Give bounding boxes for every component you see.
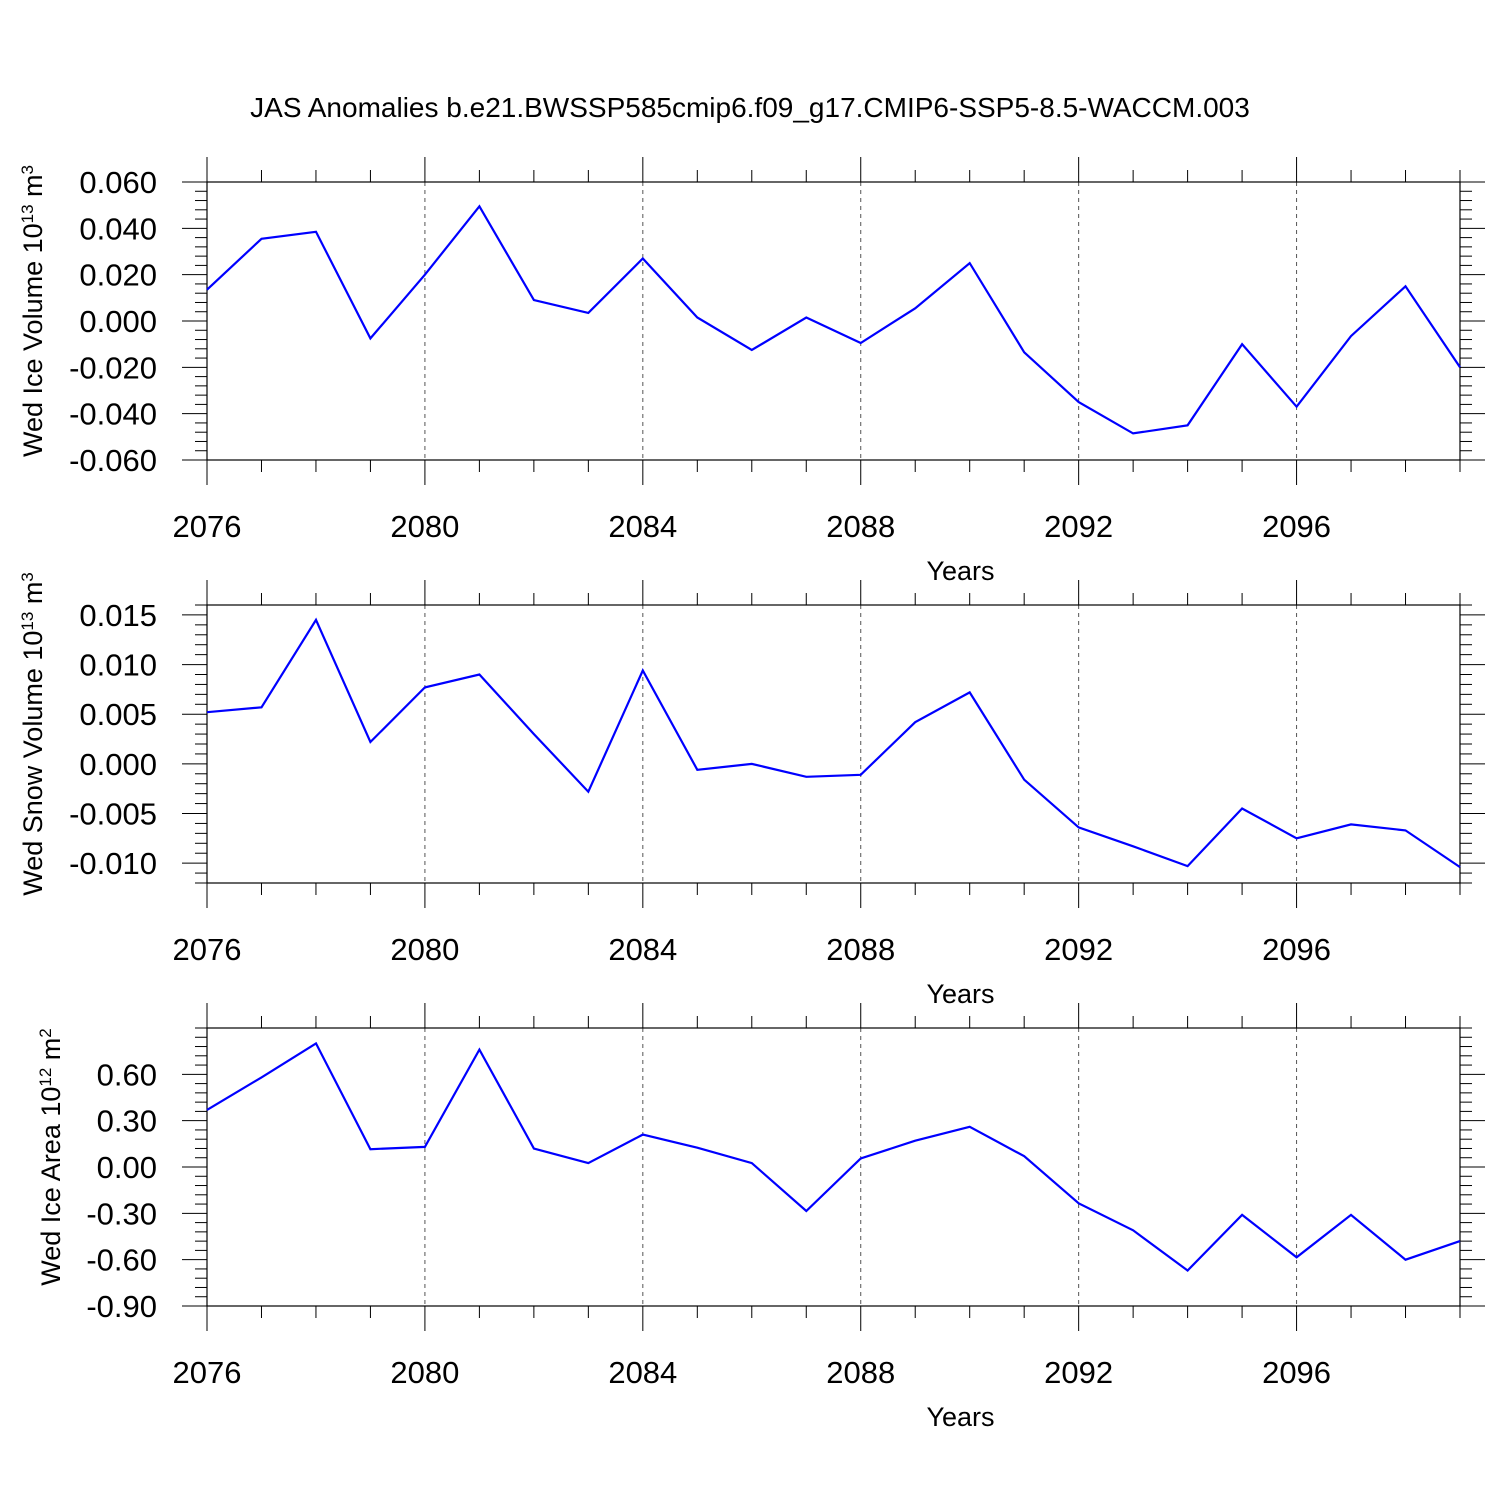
x-tick-label: 2076 (173, 1355, 242, 1390)
x-tick-label: 2096 (1262, 1355, 1331, 1390)
y-axis-title: Wed Ice Volume 1013 m3 (18, 165, 49, 457)
series-line (206, 204, 1461, 435)
x-axis-title: Years (926, 556, 994, 586)
series-line (206, 617, 1461, 869)
y-tick-label: -0.60 (86, 1243, 157, 1278)
y-tick-label: -0.30 (86, 1196, 157, 1231)
plot-frame (206, 1027, 1461, 1307)
chart-panel-2: -0.010 -0.005 0.000 0.005 0.010 0.015 2076 2080… (18, 572, 1485, 1009)
y-axis-title-part: Wed Ice Area 10 (36, 1087, 66, 1286)
plot-frame (206, 604, 1461, 884)
x-tick-label: 2088 (826, 932, 895, 967)
y-tick-label: -0.90 (86, 1289, 157, 1324)
y-axis-title-part: m (36, 1038, 66, 1068)
x-tick-label: 2080 (390, 932, 459, 967)
chart-panel-3: -0.90 -0.60 -0.30 0.00 0.30 0.60 2076 2080 2084 2… (36, 1003, 1485, 1432)
y-tick-label: 0.000 (79, 304, 157, 339)
y-tick-label: -0.020 (69, 350, 157, 385)
x-tick-label: 2096 (1262, 932, 1331, 967)
x-tick-label: 2080 (390, 1355, 459, 1390)
y-tick-label: 0.015 (79, 598, 157, 633)
y-tick-label: 0.005 (79, 697, 157, 732)
y-axis-title-part: m (18, 582, 48, 612)
x-tick-label: 2084 (608, 1355, 677, 1390)
y-axis-title-part: Wed Snow Volume 10 (18, 631, 48, 896)
y-tick-label: 0.010 (79, 648, 157, 683)
y-axis-title-superscript: 12 (36, 1068, 55, 1087)
chart-panel-1: -0.060 -0.040 -0.020 0.000 0.020 0.040 0.060 20… (18, 157, 1485, 586)
y-axis-title-superscript: 3 (18, 165, 37, 174)
y-tick-label: 0.60 (97, 1057, 157, 1092)
y-tick-label: 0.000 (79, 747, 157, 782)
y-tick-label: 0.00 (97, 1150, 157, 1185)
y-axis-title: Wed Ice Area 1012 m2 (36, 1028, 67, 1286)
y-tick-label: 0.020 (79, 258, 157, 293)
x-axis-title: Years (926, 1402, 994, 1432)
y-tick-label: -0.010 (69, 846, 157, 881)
y-axis-title: Wed Snow Volume 1013 m3 (18, 572, 49, 896)
x-tick-label: 2076 (173, 932, 242, 967)
figure-title: JAS Anomalies b.e21.BWSSP585cmip6.f09_g1… (250, 92, 1250, 123)
y-tick-label: 0.30 (97, 1104, 157, 1139)
x-tick-label: 2084 (608, 509, 677, 544)
y-axis-title-superscript: 13 (18, 612, 37, 631)
x-tick-label: 2096 (1262, 509, 1331, 544)
x-tick-label: 2076 (173, 509, 242, 544)
x-tick-label: 2088 (826, 1355, 895, 1390)
x-tick-label: 2092 (1044, 509, 1113, 544)
y-axis-title-superscript: 13 (18, 204, 37, 223)
y-tick-label: -0.040 (69, 397, 157, 432)
plot-frame (206, 181, 1461, 461)
y-axis-title-superscript: 3 (18, 572, 37, 581)
x-tick-label: 2088 (826, 509, 895, 544)
x-tick-label: 2080 (390, 509, 459, 544)
y-tick-label: -0.060 (69, 443, 157, 478)
y-axis-title-part: Wed Ice Volume 10 (18, 223, 48, 457)
x-tick-label: 2092 (1044, 932, 1113, 967)
x-tick-label: 2092 (1044, 1355, 1113, 1390)
y-tick-label: 0.060 (79, 165, 157, 200)
y-axis-title-superscript: 2 (36, 1028, 55, 1037)
x-axis-title: Years (926, 979, 994, 1009)
x-tick-label: 2084 (608, 932, 677, 967)
series-line (206, 1041, 1461, 1272)
y-axis-title-part: m (18, 174, 48, 204)
y-tick-label: -0.005 (69, 797, 157, 832)
y-tick-label: 0.040 (79, 211, 157, 246)
